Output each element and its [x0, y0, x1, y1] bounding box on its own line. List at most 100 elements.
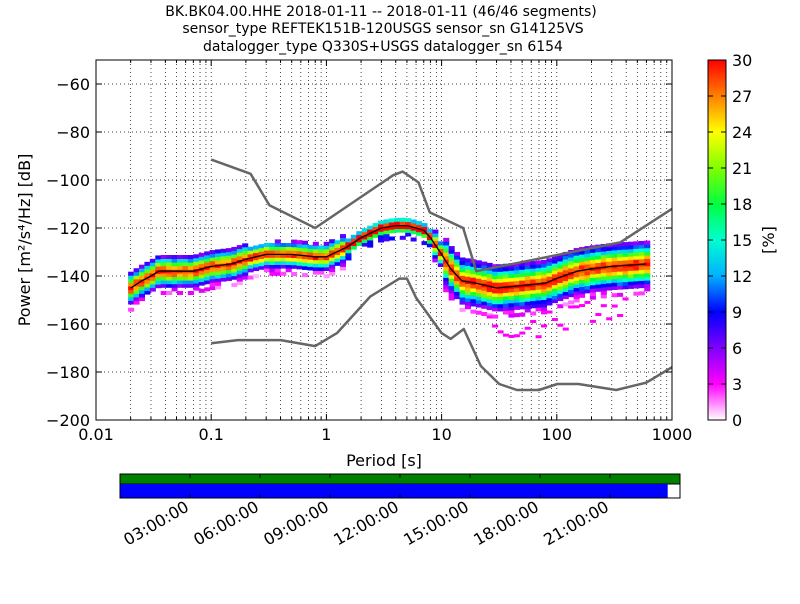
heatmap-cell — [171, 262, 178, 267]
heatmap-cell — [437, 262, 444, 267]
heatmap-cell — [388, 229, 395, 234]
heatmap-cell — [263, 268, 270, 273]
heatmap-cell — [627, 248, 634, 253]
heatmap-cell — [388, 222, 395, 227]
heatmap-cell — [160, 265, 167, 270]
heatmap-cell — [573, 273, 580, 278]
heatmap-cell — [459, 275, 466, 280]
y-tick-label: −120 — [46, 219, 90, 238]
heatmap-cell — [258, 251, 265, 256]
heatmap-cell — [481, 279, 488, 284]
heatmap-cell — [307, 252, 314, 257]
heatmap-cell — [633, 284, 640, 289]
heatmap-cell — [546, 265, 553, 270]
heatmap-cell — [182, 258, 189, 263]
heatmap-cell — [541, 285, 548, 290]
heatmap-cell — [524, 308, 531, 313]
heatmap-cell — [579, 261, 586, 266]
heatmap-cell — [627, 256, 634, 261]
heatmap-cell — [617, 242, 624, 247]
heatmap-cell — [166, 255, 173, 259]
heatmap-cell — [448, 271, 455, 276]
heatmap-cell — [204, 272, 211, 277]
heatmap-cell — [361, 228, 368, 233]
heatmap-cell — [470, 266, 477, 271]
heatmap-cell — [557, 257, 564, 262]
heatmap-cell — [236, 270, 243, 275]
coverage-bar-upper — [120, 474, 680, 484]
heatmap-cell — [399, 221, 406, 226]
heatmap-cell — [155, 277, 162, 282]
heatmap-cell — [481, 272, 488, 277]
x-tick-label: 1 — [321, 425, 331, 444]
heatmap-cell — [524, 286, 531, 291]
heatmap-cell — [187, 262, 194, 267]
heatmap-cell — [296, 254, 303, 259]
heatmap-cell — [405, 221, 412, 226]
heatmap-cell — [296, 265, 303, 270]
heatmap-cell — [242, 272, 249, 277]
heatmap-cell — [497, 282, 504, 287]
heatmap-cell — [464, 276, 471, 281]
heatmap-cell — [530, 304, 537, 309]
heatmap-cell — [513, 287, 520, 292]
heatmap-cell — [573, 266, 580, 271]
heatmap-cell — [177, 291, 184, 295]
heatmap-cell — [329, 260, 336, 265]
heatmap-cell — [551, 299, 558, 304]
heatmap-cell — [530, 320, 537, 324]
heatmap-cell — [600, 254, 607, 259]
heatmap-cell — [475, 310, 482, 315]
heatmap-cell — [138, 289, 146, 294]
heatmap-cell — [519, 312, 526, 317]
heatmap-cell — [301, 244, 308, 249]
heatmap-cell — [247, 268, 254, 273]
heatmap-cell — [448, 260, 455, 265]
heatmap-cell — [432, 258, 439, 263]
heatmap-cell — [285, 257, 292, 262]
heatmap-cell — [464, 272, 471, 277]
heatmap-cell — [144, 283, 151, 288]
heatmap-cell — [546, 310, 553, 314]
heatmap-cell — [383, 233, 390, 238]
heatmap-cell — [350, 238, 357, 243]
heatmap-cell — [502, 310, 510, 315]
heatmap-cell — [263, 243, 270, 247]
heatmap-cell — [339, 241, 347, 246]
heatmap-cell — [144, 287, 151, 292]
heatmap-cell — [242, 254, 249, 259]
heatmap-cell — [220, 252, 227, 257]
heatmap-cell — [508, 302, 515, 307]
heatmap-cell — [209, 278, 216, 283]
heatmap-cell — [448, 296, 455, 301]
heatmap-cell — [155, 259, 162, 264]
heatmap-cell — [307, 248, 314, 253]
heatmap-cell — [350, 234, 357, 239]
heatmap-cell — [530, 264, 537, 269]
heatmap-cell — [339, 234, 347, 239]
heatmap-cell — [187, 280, 194, 285]
heatmap-cell — [546, 283, 553, 288]
heatmap-cell — [160, 262, 167, 267]
heatmap-cell — [247, 275, 254, 280]
heatmap-cell — [633, 270, 640, 275]
heatmap-cell — [492, 292, 499, 297]
heatmap-cell — [285, 261, 292, 265]
heatmap-cell — [497, 303, 504, 308]
data-coverage-timeline: 03:00:0006:00:0009:00:0012:00:0015:00:00… — [119, 473, 681, 549]
heatmap-cell — [546, 297, 553, 302]
heatmap-cell — [492, 282, 499, 287]
heatmap-cell — [519, 301, 526, 306]
heatmap-cell — [367, 232, 374, 237]
heatmap-cell — [551, 284, 558, 289]
heatmap-cell — [481, 261, 488, 266]
heatmap-cell — [443, 255, 450, 260]
heatmap-cell — [584, 264, 591, 269]
heatmap-cell — [546, 272, 553, 277]
heatmap-cell — [138, 271, 146, 276]
heatmap-cell — [508, 295, 515, 300]
heatmap-cell — [225, 273, 232, 278]
heatmap-cell — [589, 284, 596, 289]
heatmap-cell — [253, 256, 260, 261]
heatmap-cell — [519, 305, 526, 310]
